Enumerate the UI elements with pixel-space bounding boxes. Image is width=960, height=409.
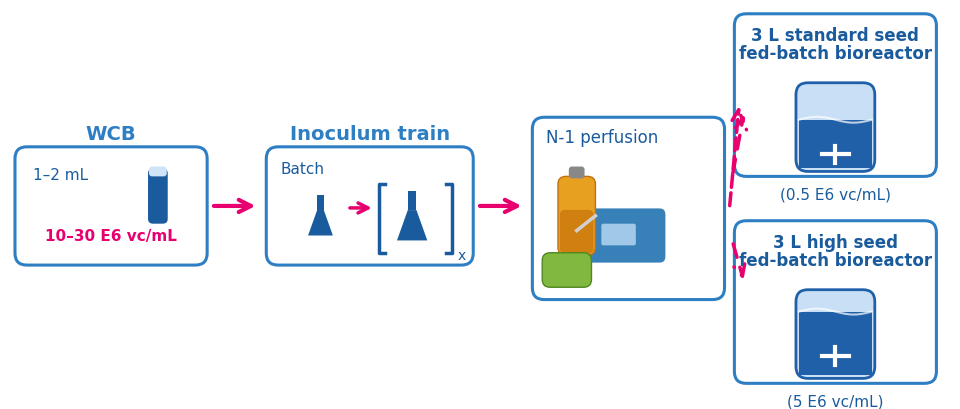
Text: 10–30 E6 vc/mL: 10–30 E6 vc/mL — [45, 229, 177, 243]
Bar — [799, 120, 872, 169]
Bar — [317, 195, 324, 211]
Polygon shape — [308, 211, 333, 236]
FancyBboxPatch shape — [577, 209, 665, 263]
Text: fed-batch bioreactor: fed-batch bioreactor — [739, 45, 932, 63]
FancyBboxPatch shape — [542, 253, 591, 288]
Polygon shape — [396, 211, 427, 241]
FancyBboxPatch shape — [558, 177, 595, 256]
Text: 3 L standard seed: 3 L standard seed — [752, 27, 920, 45]
Text: fed-batch bioreactor: fed-batch bioreactor — [739, 252, 932, 270]
Text: x: x — [458, 249, 466, 263]
FancyBboxPatch shape — [266, 148, 473, 265]
Text: Inoculum train: Inoculum train — [290, 124, 450, 143]
Text: 1–2 mL: 1–2 mL — [33, 168, 88, 182]
FancyBboxPatch shape — [15, 148, 207, 265]
FancyBboxPatch shape — [533, 118, 725, 300]
FancyBboxPatch shape — [734, 15, 936, 177]
Text: (0.5 E6 vc/mL): (0.5 E6 vc/mL) — [780, 187, 891, 202]
Bar — [799, 312, 872, 375]
Text: N-1 perfusion: N-1 perfusion — [546, 129, 659, 146]
FancyBboxPatch shape — [796, 290, 875, 378]
FancyBboxPatch shape — [796, 83, 875, 172]
FancyBboxPatch shape — [148, 169, 168, 224]
Text: Batch: Batch — [280, 162, 324, 177]
FancyBboxPatch shape — [734, 221, 936, 383]
FancyBboxPatch shape — [149, 167, 167, 177]
Bar — [408, 191, 417, 211]
FancyBboxPatch shape — [601, 224, 636, 246]
Text: 3 L high seed: 3 L high seed — [773, 234, 898, 252]
Text: WCB: WCB — [85, 124, 136, 143]
FancyBboxPatch shape — [569, 167, 585, 179]
FancyBboxPatch shape — [560, 210, 593, 254]
Text: (5 E6 vc/mL): (5 E6 vc/mL) — [787, 393, 883, 409]
